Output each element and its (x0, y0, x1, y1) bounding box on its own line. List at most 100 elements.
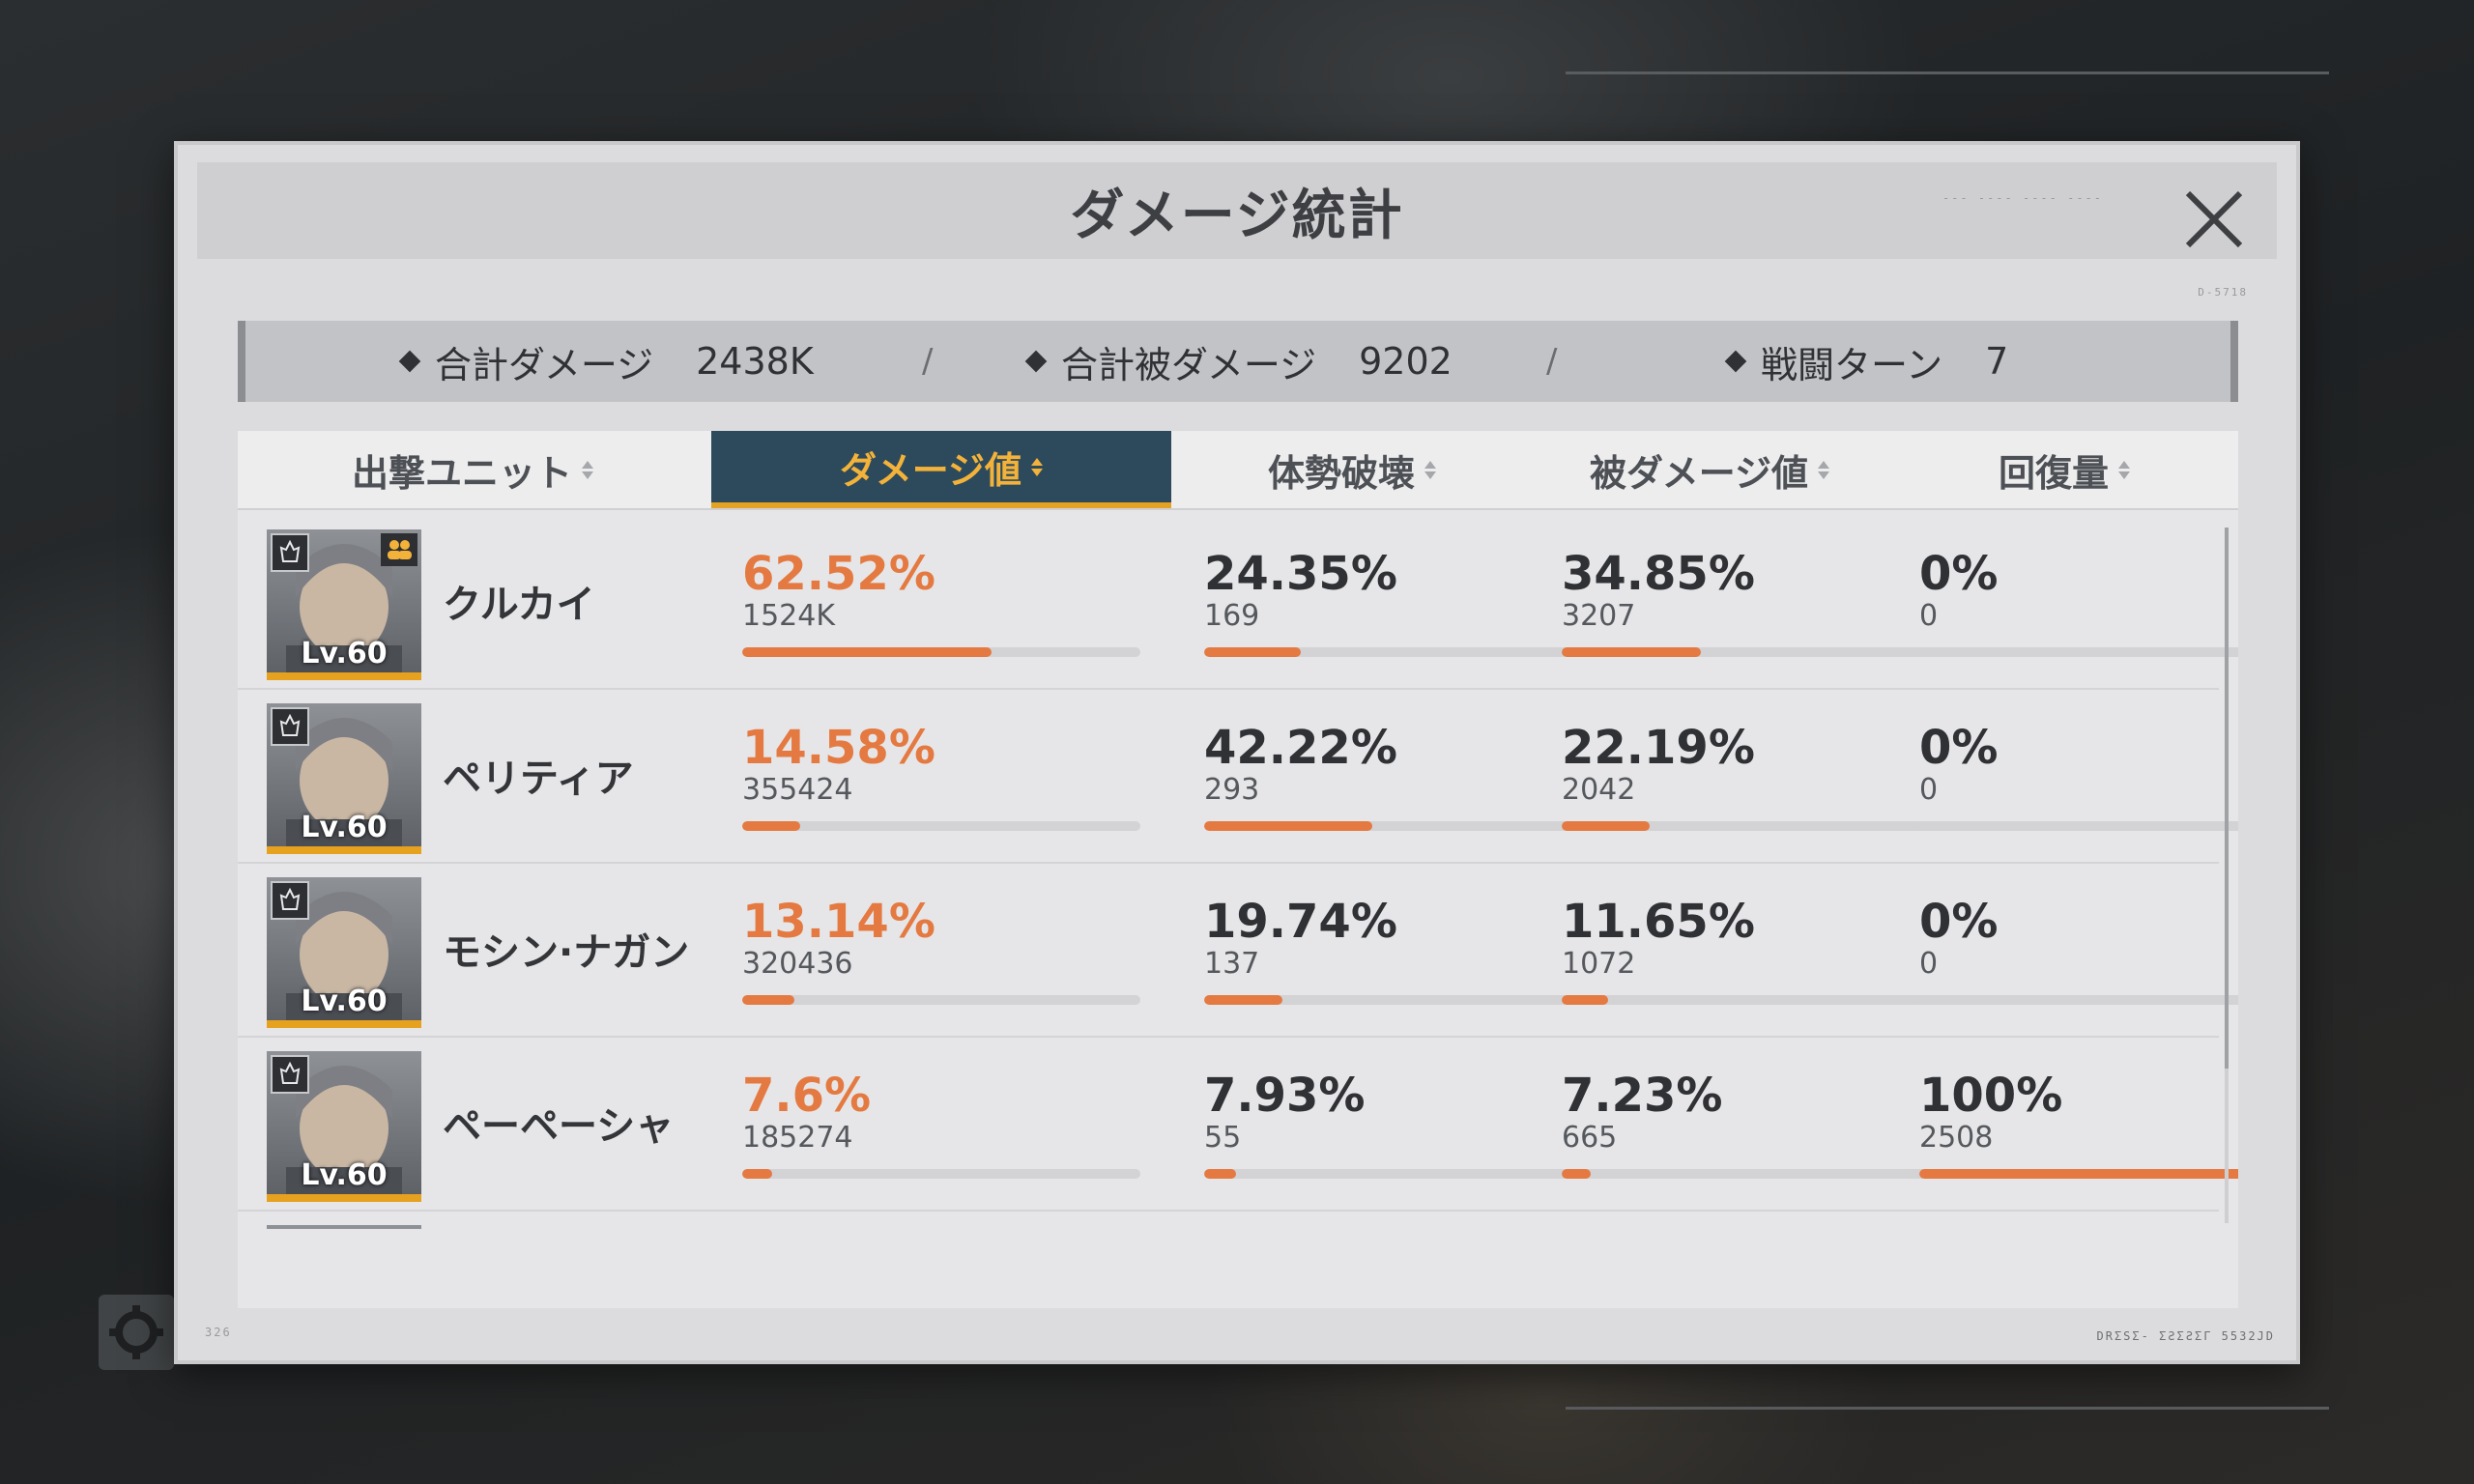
stat-bar (1204, 647, 1602, 657)
stat-bar-fill (742, 1169, 773, 1179)
column-label: 体勢破壊 (1267, 451, 1415, 495)
unit-name: ペーペーシャ (443, 1104, 675, 1149)
decoration-code: D-5718 (2198, 286, 2248, 299)
stat-bar (1919, 821, 2238, 831)
settings-corner-button[interactable] (99, 1295, 174, 1370)
stat-damage: 7.6% 185274 (742, 1070, 1140, 1179)
stat-damage: 14.58% 355424 (742, 723, 1140, 831)
stat-bar-fill (1204, 1169, 1236, 1179)
stat-value: 665 (1562, 1121, 1618, 1155)
stat-bar-fill (1562, 821, 1651, 831)
stat-heal: 0% 0 (1919, 723, 2238, 831)
level-bar (267, 672, 421, 680)
background-line (1566, 71, 2329, 74)
stat-percentage: 42.22% (1204, 721, 1397, 775)
stat-percentage: 0% (1919, 895, 1999, 949)
stat-bar-fill (1562, 1169, 1591, 1179)
unit-portrait: Lv.60 (267, 1051, 421, 1202)
stat-break: 24.35% 169 (1204, 549, 1602, 657)
stat-value: 3207 (1562, 599, 1636, 633)
column-label: 出撃ユニット (351, 451, 572, 495)
stat-value: 137 (1204, 947, 1260, 981)
stat-taken: 7.23% 665 (1562, 1070, 1960, 1179)
stat-heal: 0% 0 (1919, 897, 2238, 1005)
stat-percentage: 62.52% (742, 547, 935, 601)
unit-level: Lv.60 (301, 1158, 388, 1192)
stat-bar (742, 995, 1140, 1005)
sort-icon (1818, 460, 1830, 479)
separator: / (922, 342, 934, 381)
column-break[interactable]: 体勢破壊 (1175, 431, 1529, 508)
stat-value: 2508 (1919, 1121, 1994, 1155)
stat-bar (742, 821, 1140, 831)
stat-percentage: 14.58% (742, 721, 935, 775)
stat-percentage: 11.65% (1562, 895, 1755, 949)
scrollbar-thumb[interactable] (2225, 528, 2229, 1069)
unit-row[interactable]: Lv.60 ペーペーシャ 7.6% 185274 7.93% 55 7.23% 665 100%… (238, 1036, 2238, 1212)
diamond-icon (1724, 350, 1747, 373)
stat-percentage: 24.35% (1204, 547, 1397, 601)
total-damage: 合計ダメージ 2438K (398, 335, 814, 388)
column-damage[interactable]: ダメージ値 (711, 431, 1171, 508)
stat-bar (1204, 1169, 1602, 1179)
scrollbar[interactable] (2225, 528, 2229, 1223)
sort-icon (582, 460, 593, 479)
background-line (1566, 1407, 2329, 1410)
stat-taken: 34.85% 3207 (1562, 549, 1960, 657)
stat-heal: 100% 2508 (1919, 1070, 2238, 1179)
separator: / (1546, 342, 1558, 381)
level-bar (267, 1194, 421, 1202)
decoration-text: DRΣSΣ- ΣƧΣƧΣΓ 5532JD (2096, 1329, 2275, 1343)
support-unit-icon (381, 533, 417, 566)
stat-value: 320436 (742, 947, 853, 981)
unit-row[interactable]: Lv.60 ペリティア 14.58% 355424 42.22% 293 22.19% 204… (238, 688, 2238, 864)
stat-value: 293 (1204, 773, 1260, 807)
sort-icon (1031, 457, 1044, 476)
stat-bar (1919, 995, 2238, 1005)
stat-bar (1204, 821, 1602, 831)
flame-class-icon (271, 1055, 309, 1094)
stat-value: 169 (1204, 599, 1260, 633)
flame-class-icon (271, 881, 309, 920)
stats-table: 出撃ユニット ダメージ値 体勢破壊 被ダメージ値 回復量 Lv.60 クルカイ 62… (238, 431, 2238, 1308)
unit-list[interactable]: Lv.60 クルカイ 62.52% 1524K 24.35% 169 34.85% 3207 0… (238, 514, 2238, 1229)
stat-bar (1562, 647, 1960, 657)
column-heal[interactable]: 回復量 (1890, 431, 2238, 508)
gear-icon (109, 1305, 163, 1359)
unit-portrait: Lv.60 (267, 877, 421, 1028)
stat-heal: 0% 0 (1919, 549, 2238, 657)
stat-percentage: 0% (1919, 547, 1999, 601)
total-damage-taken: 合計被ダメージ 9202 (1024, 335, 1453, 388)
stat-value: 0 (1919, 773, 1939, 807)
unit-row[interactable]: Lv.60 クルカイ 62.52% 1524K 24.35% 169 34.85% 3207 0… (238, 514, 2238, 690)
stat-percentage: 22.19% (1562, 721, 1755, 775)
unit-row[interactable]: 2.16%5.76%24.08%0% (238, 1210, 2219, 1229)
dialog-title: ダメージ統計 (1070, 184, 1404, 247)
unit-name: モシン·ナガン (443, 930, 690, 975)
column-damage-taken[interactable]: 被ダメージ値 (1533, 431, 1886, 508)
summary-bar: 合計ダメージ 2438K / 合計被ダメージ 9202 / 戦闘ターン 7 (238, 321, 2238, 402)
stat-bar (1919, 1169, 2238, 1179)
total-damage-value: 2438K (696, 340, 814, 383)
stat-bar (1204, 995, 1602, 1005)
column-unit[interactable]: 出撃ユニット (238, 431, 707, 508)
stat-damage: 13.14% 320436 (742, 897, 1140, 1005)
damage-stats-dialog: ダメージ統計 --- ---- ---- ---- D-5718 合計ダメージ … (174, 141, 2300, 1364)
stat-bar (1562, 1169, 1960, 1179)
total-taken-value: 9202 (1359, 340, 1453, 383)
column-label: ダメージ値 (839, 448, 1022, 492)
stat-percentage: 7.23% (1562, 1069, 1723, 1123)
flame-class-icon (271, 707, 309, 746)
stat-taken: 22.19% 2042 (1562, 723, 1960, 831)
stat-break: 19.74% 137 (1204, 897, 1602, 1005)
sort-icon (2118, 460, 2130, 479)
close-button[interactable] (2180, 186, 2248, 253)
stat-damage: 62.52% 1524K (742, 549, 1140, 657)
stat-bar-fill (1204, 647, 1302, 657)
stat-bar-fill (742, 821, 801, 831)
unit-row[interactable]: Lv.60 モシン·ナガン 13.14% 320436 19.74% 137 11.65% 1… (238, 862, 2238, 1038)
stat-bar-fill (1562, 995, 1608, 1005)
portrait-silhouette (286, 1066, 402, 1202)
stat-percentage: 19.74% (1204, 895, 1397, 949)
stat-value: 1072 (1562, 947, 1636, 981)
